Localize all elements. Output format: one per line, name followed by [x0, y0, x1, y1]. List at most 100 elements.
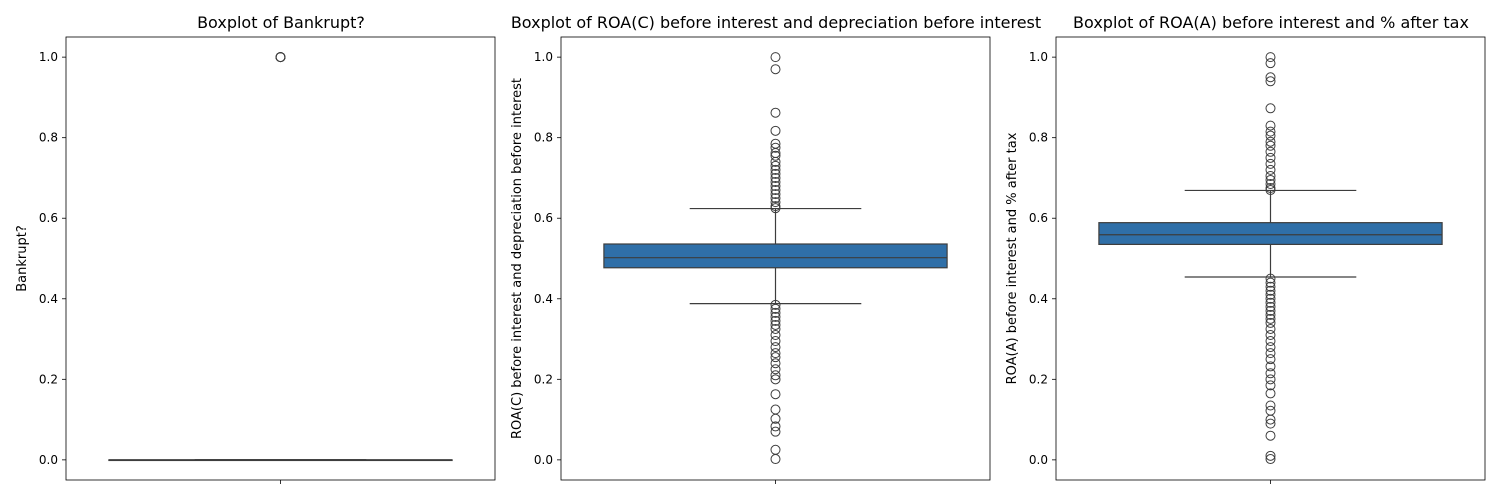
outlier-point — [1265, 305, 1276, 316]
outlier-point — [770, 454, 781, 465]
outlier-point — [1265, 277, 1276, 288]
box-iqr — [1098, 222, 1443, 246]
outlier-point — [770, 444, 781, 455]
y-tick-label: 0.2 — [1029, 372, 1048, 386]
outlier-point — [770, 176, 781, 187]
y-tick-label: 0.2 — [534, 372, 553, 386]
outlier-point — [770, 164, 781, 175]
outlier-point — [1265, 293, 1276, 304]
outlier-point — [1265, 450, 1276, 461]
outlier-point — [1265, 336, 1276, 347]
outlier-point — [1265, 361, 1276, 372]
outlier-point — [1265, 152, 1276, 163]
outlier-point — [1265, 348, 1276, 359]
outlier-point — [770, 193, 781, 204]
outlier-point — [770, 336, 781, 347]
outlier-point — [770, 307, 781, 318]
boxplot-panel-roa-a: Boxplot of ROA(A) before interest and % … — [1005, 13, 1486, 484]
plot-frame — [65, 36, 496, 481]
outlier-point — [1265, 103, 1276, 114]
boxplot-panel-bankrupt: Boxplot of Bankrupt? Bankrupt? 0.0 0.2 0… — [15, 13, 496, 484]
outlier-point — [1265, 297, 1276, 308]
y-tick-label: 1.0 — [39, 50, 58, 64]
outlier-point — [1265, 289, 1276, 300]
outlier-point — [1265, 388, 1276, 399]
outlier-point — [770, 370, 781, 381]
outlier-point — [1265, 52, 1276, 63]
outlier-point — [770, 150, 781, 161]
outlier-point — [1265, 76, 1276, 87]
y-tick-label: 0.0 — [39, 453, 58, 467]
outlier-point — [1265, 313, 1276, 324]
outlier-point — [1265, 120, 1276, 131]
chart-title: Boxplot of Bankrupt? — [197, 13, 365, 32]
outlier-point — [1265, 126, 1276, 137]
y-axis-label: ROA(C) before interest and depreciation … — [510, 78, 525, 439]
box-iqr — [603, 243, 948, 269]
outlier-point — [1265, 146, 1276, 157]
outlier-point — [770, 197, 781, 208]
outlier-point — [1265, 430, 1276, 441]
outlier-point — [770, 125, 781, 136]
outlier-point — [770, 156, 781, 167]
outlier-point — [770, 203, 781, 214]
outlier-point — [275, 52, 286, 63]
outlier-point — [1265, 418, 1276, 429]
outlier-point — [1265, 178, 1276, 189]
y-tick-labels: 0.0 0.2 0.4 0.6 0.8 1.0 — [534, 50, 553, 467]
outlier-point — [770, 389, 781, 400]
y-tick-label: 1.0 — [1029, 50, 1048, 64]
outlier-point — [1265, 174, 1276, 185]
outlier-point — [1265, 405, 1276, 416]
outlier-point — [1265, 281, 1276, 292]
outlier-point — [770, 303, 781, 314]
outlier-point — [1265, 130, 1276, 141]
outlier-point — [1265, 414, 1276, 425]
y-tick-label: 1.0 — [534, 50, 553, 64]
outlier-point — [1265, 158, 1276, 169]
outlier-point — [770, 107, 781, 118]
y-tick-labels: 0.0 0.2 0.4 0.6 0.8 1.0 — [39, 50, 58, 467]
y-tick-label: 0.6 — [39, 211, 58, 225]
outlier-point — [1265, 342, 1276, 353]
y-tick-label: 0.8 — [39, 131, 58, 145]
outlier-point — [770, 181, 781, 192]
outlier-point — [770, 421, 781, 432]
outlier-point — [1265, 301, 1276, 312]
y-axis-label: ROA(A) before interest and % after tax — [1005, 132, 1020, 384]
outlier-point — [770, 299, 781, 310]
y-tick-label: 0.2 — [39, 372, 58, 386]
outlier-point — [770, 323, 781, 334]
outlier-point — [770, 315, 781, 326]
chart-title: Boxplot of ROA(C) before interest and de… — [511, 13, 1041, 32]
outlier-point — [770, 374, 781, 385]
y-tick-label: 0.4 — [534, 292, 553, 306]
outlier-point — [1265, 58, 1276, 69]
outlier-point — [1265, 164, 1276, 175]
outlier-point — [770, 142, 781, 153]
outlier-point — [1265, 400, 1276, 411]
outlier-point — [770, 330, 781, 341]
outlier-point — [770, 426, 781, 437]
outlier-point — [770, 160, 781, 171]
outlier-point — [1265, 354, 1276, 365]
outlier-point — [1265, 317, 1276, 328]
outlier-point — [770, 404, 781, 415]
outlier-point — [1265, 72, 1276, 83]
outlier-point — [770, 364, 781, 375]
outlier-point — [1265, 273, 1276, 284]
outlier-point — [1265, 185, 1276, 196]
outlier-point — [1265, 323, 1276, 334]
outlier-point — [770, 168, 781, 179]
y-tick-label: 0.8 — [534, 131, 553, 145]
outlier-point — [770, 319, 781, 330]
outlier-point — [770, 64, 781, 75]
chart-title: Boxplot of ROA(A) before interest and % … — [1073, 13, 1469, 32]
outlier-point — [770, 352, 781, 363]
outlier-point — [1265, 330, 1276, 341]
y-tick-label: 0.4 — [39, 292, 58, 306]
outlier-point — [770, 358, 781, 369]
outlier-point — [1265, 380, 1276, 391]
boxplot-panel-roa-c: Boxplot of ROA(C) before interest and de… — [510, 13, 1041, 484]
